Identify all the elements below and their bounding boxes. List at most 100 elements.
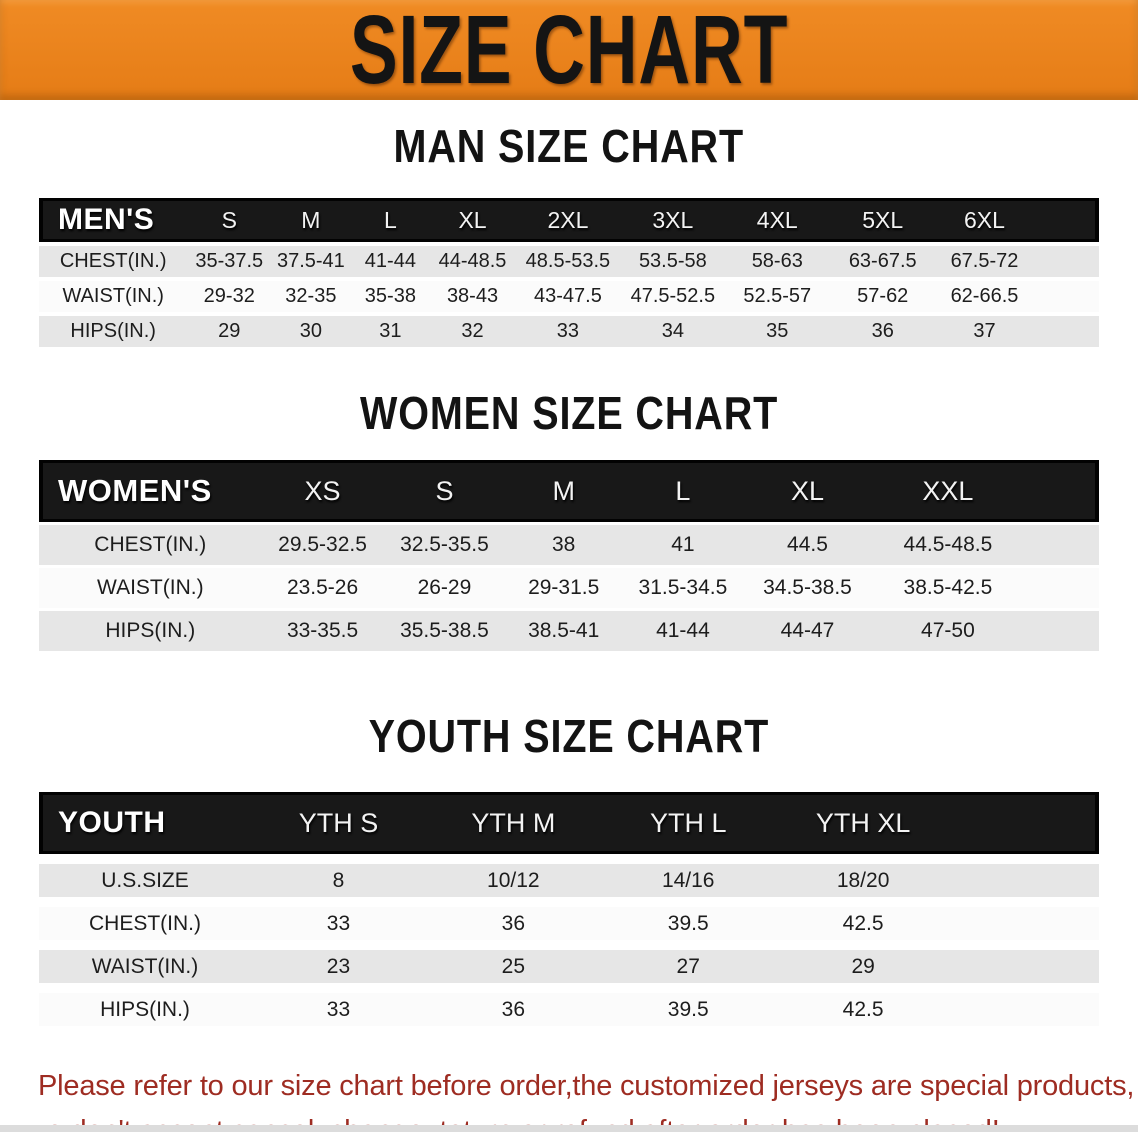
size-cell: 48.5-53.5 (514, 246, 621, 277)
size-column-header: XS (261, 460, 384, 522)
size-column-header: 5XL (829, 198, 936, 242)
table-row: WAIST(IN.) 23.5-26 26-29 29-31.5 31.5-34.5 34… (39, 568, 1099, 608)
notice-line-1: Please refer to our size chart before or… (38, 1070, 1135, 1102)
row-label: CHEST(IN.) (39, 525, 262, 565)
size-cell: 23.5-26 (261, 568, 384, 608)
table-row: U.S.SIZE 8 10/12 14/16 18/20 (39, 864, 1099, 897)
size-cell: 35.5-38.5 (383, 611, 506, 651)
size-column-header: 4XL (724, 198, 830, 242)
table-row: CHEST(IN.) 29.5-32.5 32.5-35.5 38 41 44.5 44.5… (39, 525, 1099, 565)
row-spacer (1024, 568, 1099, 608)
size-cell: 23 (251, 950, 426, 983)
size-cell: 33 (251, 907, 426, 940)
table-row: WAIST(IN.) 29-32 32-35 35-38 38-43 43-47.5 47.… (39, 281, 1099, 312)
size-cell: 41 (621, 525, 744, 565)
table-row: CHEST(IN.) 33 36 39.5 42.5 (39, 907, 1099, 940)
row-label: CHEST(IN.) (39, 246, 188, 277)
women-section-title-text: WOMEN SIZE CHART (359, 387, 779, 439)
size-cell: 35 (724, 316, 830, 347)
size-cell: 36 (425, 907, 601, 940)
size-column-header: S (383, 460, 506, 522)
size-cell: 42.5 (775, 993, 951, 1026)
size-cell: 62-66.5 (935, 281, 1034, 312)
table-header-row: WOMEN'S XS S M L XL XXL (39, 460, 1099, 522)
table-header-label: MEN'S (39, 198, 188, 242)
size-cell: 52.5-57 (724, 281, 830, 312)
size-cell: 29 (775, 950, 951, 983)
size-column-header: M (505, 460, 622, 522)
size-cell: 33 (514, 316, 621, 347)
size-cell: 34.5-38.5 (743, 568, 872, 608)
row-label: WAIST(IN.) (39, 281, 188, 312)
size-cell: 63-67.5 (829, 246, 936, 277)
row-label: CHEST(IN.) (39, 907, 251, 940)
row-spacer (1033, 316, 1099, 347)
size-cell: 32-35 (271, 281, 351, 312)
size-column-header: L (350, 198, 431, 242)
size-cell: 47-50 (871, 611, 1025, 651)
men-section-title: MAN SIZE CHART (0, 122, 1138, 170)
size-column-header: YTH S (251, 792, 426, 854)
table-row: WAIST(IN.) 23 25 27 29 (39, 950, 1099, 983)
size-column-header: XL (430, 198, 515, 242)
size-cell: 44-47 (743, 611, 872, 651)
size-cell: 29-32 (187, 281, 272, 312)
size-cell: 33-35.5 (261, 611, 384, 651)
banner: SIZE CHART (0, 0, 1138, 100)
header-spacer (1024, 460, 1099, 522)
youth-size-table: YOUTH YTH S YTH M YTH L YTH XL U.S.SIZE 8 10/12… (39, 782, 1099, 1036)
table-row: HIPS(IN.) 29 30 31 32 33 34 35 36 37 (39, 316, 1099, 347)
size-cell: 32.5-35.5 (383, 525, 506, 565)
size-cell: 38 (505, 525, 622, 565)
size-column-header: 3XL (620, 198, 725, 242)
banner-title: SIZE CHART (349, 0, 789, 105)
size-cell: 32 (430, 316, 515, 347)
size-cell: 27 (600, 950, 776, 983)
row-label: U.S.SIZE (39, 864, 251, 897)
size-cell: 31 (350, 316, 431, 347)
size-cell: 35-37.5 (187, 246, 272, 277)
size-cell: 57-62 (829, 281, 936, 312)
size-cell: 44-48.5 (430, 246, 515, 277)
youth-section-title: YOUTH SIZE CHART (0, 712, 1138, 760)
size-cell: 39.5 (600, 907, 776, 940)
size-cell: 43-47.5 (514, 281, 621, 312)
size-cell: 29-31.5 (505, 568, 622, 608)
size-cell: 31.5-34.5 (621, 568, 744, 608)
size-cell: 38-43 (430, 281, 515, 312)
size-cell: 25 (425, 950, 601, 983)
size-cell: 53.5-58 (620, 246, 725, 277)
size-cell: 34 (620, 316, 725, 347)
table-row: CHEST(IN.) 35-37.5 37.5-41 41-44 44-48.5 48.5… (39, 246, 1099, 277)
size-cell: 35-38 (350, 281, 431, 312)
table-header-label: YOUTH (39, 792, 251, 854)
men-size-table: MEN'S S M L XL 2XL 3XL 4XL 5XL 6XL CHEST(IN.) 35-37… (39, 194, 1099, 351)
men-section-title-text: MAN SIZE CHART (393, 120, 745, 172)
size-cell: 38.5-41 (505, 611, 622, 651)
row-spacer (950, 907, 1099, 940)
table-header-row: YOUTH YTH S YTH M YTH L YTH XL (39, 792, 1099, 854)
row-label: HIPS(IN.) (39, 316, 188, 347)
size-cell: 18/20 (775, 864, 951, 897)
row-spacer (950, 864, 1099, 897)
size-cell: 36 (829, 316, 936, 347)
row-label: WAIST(IN.) (39, 568, 262, 608)
size-cell: 14/16 (600, 864, 776, 897)
table-header-row: MEN'S S M L XL 2XL 3XL 4XL 5XL 6XL (39, 198, 1099, 242)
row-spacer (1033, 281, 1099, 312)
size-cell: 67.5-72 (935, 246, 1034, 277)
size-column-header: YTH XL (775, 792, 951, 854)
section-men: MAN SIZE CHART MEN'S S M L XL 2XL 3XL 4XL 5XL 6XL… (0, 122, 1138, 351)
size-column-header: 2XL (514, 198, 621, 242)
table-row: HIPS(IN.) 33 36 39.5 42.5 (39, 993, 1099, 1026)
size-cell: 39.5 (600, 993, 776, 1026)
youth-section-title-text: YOUTH SIZE CHART (368, 710, 770, 762)
size-cell: 47.5-52.5 (620, 281, 725, 312)
size-cell: 37.5-41 (271, 246, 351, 277)
size-column-header: YTH L (600, 792, 776, 854)
size-column-header: S (187, 198, 272, 242)
size-column-header: YTH M (425, 792, 601, 854)
size-cell: 30 (271, 316, 351, 347)
size-cell: 44.5-48.5 (871, 525, 1025, 565)
